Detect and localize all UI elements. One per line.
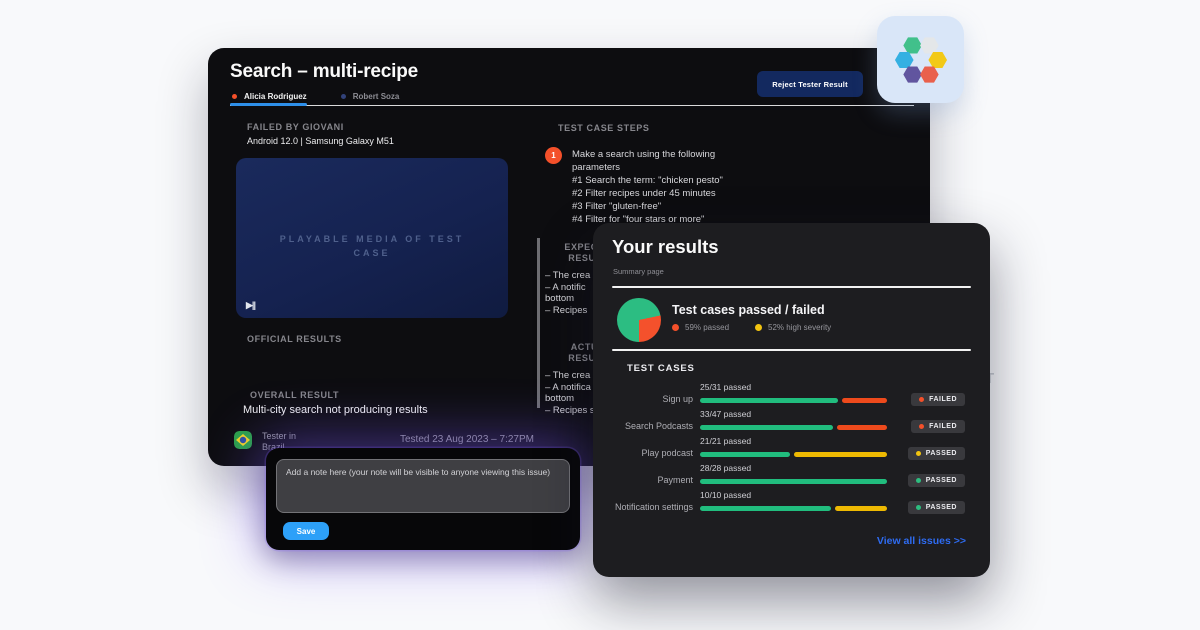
results-title: Your results bbox=[612, 236, 719, 257]
tab-alicia-rodriguez[interactable]: Alicia Rodriguez bbox=[232, 92, 307, 101]
tab-divider-line bbox=[230, 105, 914, 106]
status-text: FAILED bbox=[929, 396, 957, 403]
progress-bar bbox=[700, 452, 887, 457]
tester-tabs: Alicia Rodriguez Robert Soza bbox=[232, 92, 399, 101]
expected-results-heading: EXPECTED RESULTS bbox=[564, 242, 618, 263]
failed-by-heading: FAILED BY GIOVANI bbox=[247, 122, 344, 132]
status-badge: PASSED bbox=[907, 501, 965, 514]
tester-info-row: Tester in Brazil bbox=[234, 431, 318, 453]
chart-legend: 59% passed 52% high severity bbox=[672, 323, 831, 332]
tab-label: Robert Soza bbox=[352, 92, 400, 101]
add-note-panel: Save bbox=[266, 448, 580, 550]
overall-result-heading: OVERALL RESULT bbox=[250, 390, 340, 400]
status-text: FAILED bbox=[929, 423, 957, 430]
status-text: PASSED bbox=[925, 504, 957, 511]
play-pause-icon[interactable]: ▶|| bbox=[246, 300, 256, 310]
bar-segment-green bbox=[700, 506, 831, 511]
test-case-label: Notification settings bbox=[614, 502, 693, 512]
tester-status-dot bbox=[232, 94, 237, 99]
status-dot-icon bbox=[915, 451, 921, 456]
divider-line bbox=[612, 286, 971, 288]
test-case-row: Notification settings 10/10 passed PASSE… bbox=[593, 489, 990, 516]
tester-status-dot bbox=[340, 94, 346, 99]
legend-label: 52% high severity bbox=[768, 323, 832, 332]
status-dot-icon bbox=[915, 505, 921, 510]
bar-segment-red bbox=[836, 425, 887, 430]
progress-bar bbox=[700, 479, 887, 484]
status-badge: PASSED bbox=[907, 474, 965, 487]
app-logo-icon bbox=[894, 36, 947, 83]
tab-label: Alicia Rodriguez bbox=[244, 92, 307, 101]
actual-results-heading: ACTUAL RESULTS bbox=[568, 342, 614, 363]
legend-label: 59% passed bbox=[685, 323, 730, 332]
status-dot-icon bbox=[915, 478, 921, 483]
test-cases-heading: TEST CASES bbox=[627, 363, 695, 374]
device-info: Android 12.0 | Samsung Galaxy M51 bbox=[247, 136, 394, 146]
app-logo-card bbox=[877, 16, 964, 103]
status-text: PASSED bbox=[925, 450, 957, 457]
test-case-label: Search Podcasts bbox=[624, 421, 693, 431]
test-case-steps-heading: TEST CASE STEPS bbox=[558, 123, 650, 133]
bar-segment-yellow bbox=[793, 452, 887, 457]
test-case-value: 28/28 passed bbox=[700, 463, 752, 473]
results-subtitle: Summary page bbox=[613, 267, 664, 276]
test-case-label: Play podcast bbox=[641, 448, 693, 458]
official-results-heading: OFFICIAL RESULTS bbox=[247, 334, 342, 344]
status-dot-icon bbox=[919, 424, 925, 429]
media-player[interactable]: PLAYABLE MEDIA OF TEST CASE ▶|| bbox=[236, 158, 508, 318]
step-number-badge: 1 bbox=[545, 147, 562, 164]
test-case-row: Sign up 25/31 passed FAILED bbox=[593, 381, 990, 408]
test-case-row: Play podcast 21/21 passed PASSED bbox=[593, 435, 990, 462]
note-input[interactable] bbox=[276, 459, 570, 513]
media-placeholder-label: PLAYABLE MEDIA OF TEST CASE bbox=[279, 234, 465, 258]
bar-segment-green bbox=[700, 425, 833, 430]
test-case-label: Payment bbox=[657, 475, 693, 485]
chart-title: Test cases passed / failed bbox=[672, 303, 825, 317]
overall-result-text: Multi-city search not producing results bbox=[243, 404, 428, 416]
step-instructions: Make a search using the following parame… bbox=[572, 149, 723, 225]
bar-segment-green bbox=[700, 479, 887, 484]
your-results-panel: Your results Summary page Test cases pas… bbox=[593, 223, 990, 577]
status-dot-icon bbox=[919, 397, 925, 402]
results-section-divider bbox=[537, 238, 540, 408]
progress-bar bbox=[700, 398, 887, 403]
actual-results-items: – The crea – A notifica bottom – Recipes… bbox=[545, 370, 595, 416]
bar-segment-yellow bbox=[834, 506, 887, 511]
progress-bar bbox=[700, 425, 887, 430]
legend-item-passed: 59% passed bbox=[672, 323, 729, 332]
page-title: Search – multi-recipe bbox=[230, 61, 418, 82]
view-all-issues-link[interactable]: View all issues >> bbox=[876, 535, 966, 547]
test-case-row: Search Podcasts 33/47 passed FAILED bbox=[593, 408, 990, 435]
pie-chart bbox=[617, 298, 661, 342]
status-badge: FAILED bbox=[911, 420, 965, 433]
test-case-value: 25/31 passed bbox=[700, 382, 752, 392]
progress-bar bbox=[700, 506, 887, 511]
legend-dot-icon bbox=[672, 324, 679, 331]
legend-dot-icon bbox=[755, 324, 763, 331]
save-button[interactable]: Save bbox=[283, 522, 329, 540]
tab-robert-soza[interactable]: Robert Soza bbox=[340, 92, 400, 101]
expected-results-items: – The crea – A notific bottom – Recipes bbox=[545, 270, 591, 316]
bar-segment-green bbox=[700, 452, 790, 457]
divider-line bbox=[612, 349, 971, 351]
brazil-flag-icon bbox=[234, 431, 252, 449]
test-case-value: 10/10 passed bbox=[700, 490, 752, 500]
test-case-rows: Sign up 25/31 passed FAILED Search Podca… bbox=[593, 381, 990, 516]
test-case-value: 21/21 passed bbox=[700, 436, 752, 446]
reject-tester-result-button[interactable]: Reject Tester Result bbox=[757, 71, 863, 97]
test-case-row: Payment 28/28 passed PASSED bbox=[593, 462, 990, 489]
bar-segment-green bbox=[700, 398, 839, 403]
active-tab-indicator bbox=[230, 103, 307, 106]
tester-location: Tester in Brazil bbox=[262, 431, 297, 452]
status-badge: FAILED bbox=[911, 393, 965, 406]
status-badge: PASSED bbox=[907, 447, 965, 460]
test-case-value: 33/47 passed bbox=[700, 409, 752, 419]
test-case-label: Sign up bbox=[662, 394, 693, 404]
tested-timestamp: Tested 23 Aug 2023 – 7:27PM bbox=[400, 434, 534, 445]
bar-segment-red bbox=[842, 398, 887, 403]
legend-item-severity: 52% high severity bbox=[755, 323, 831, 332]
status-text: PASSED bbox=[925, 477, 957, 484]
